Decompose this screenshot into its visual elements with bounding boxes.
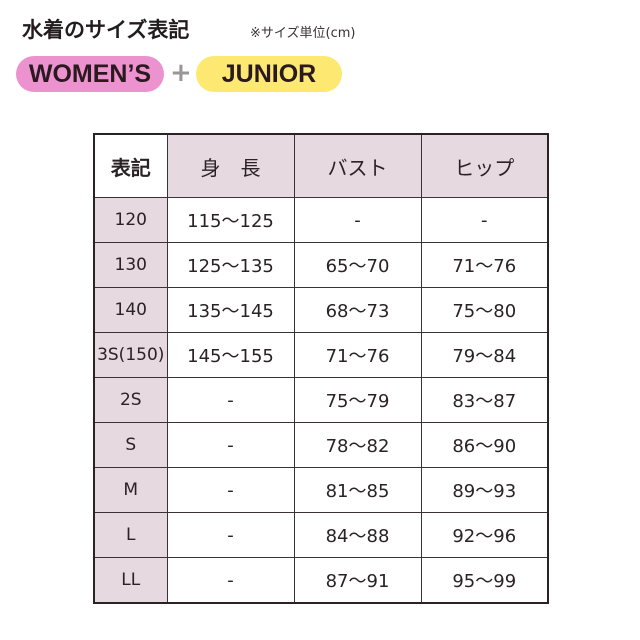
hip-cell: 75～80	[420, 287, 549, 333]
height-cell: -	[166, 557, 295, 604]
hip-cell: 71～76	[420, 242, 549, 288]
height-cell: 115～125	[166, 197, 295, 243]
size-cell: S	[93, 422, 168, 468]
table-row: 120 115～125- -	[93, 197, 549, 243]
hip-cell: 89～93	[420, 467, 549, 513]
height-cell: 145～155	[166, 332, 295, 378]
size-cell: LL	[93, 557, 168, 604]
header-row: 表記 身 長 バスト ヒップ	[93, 133, 549, 198]
height-cell: -	[166, 377, 295, 423]
height-cell: -	[166, 467, 295, 513]
table-row: 3S(150) 145～155 71～76 79～84	[93, 332, 549, 378]
womens-badge: WOMEN’S	[16, 56, 164, 92]
bust-cell: 78～82	[293, 422, 422, 468]
table-row: LL -87～91 95～99	[93, 557, 549, 604]
table-row: S -78～82 86～90	[93, 422, 549, 468]
page-title: 水着のサイズ表記	[22, 18, 190, 42]
bust-cell: 84～88	[293, 512, 422, 558]
height-cell: -	[166, 512, 295, 558]
header-bust: バスト	[293, 133, 422, 198]
bust-cell: 71～76	[293, 332, 422, 378]
table-row: 130 125～135 65～70 71～76	[93, 242, 549, 288]
table-row: 140 135～145 68～73 75～80	[93, 287, 549, 333]
hip-cell: 79～84	[420, 332, 549, 378]
header-hip: ヒップ	[420, 133, 549, 198]
table-row: L -84～88 92～96	[93, 512, 549, 558]
hip-cell: 92～96	[420, 512, 549, 558]
height-cell: 135～145	[166, 287, 295, 333]
size-table: 表記 身 長 バスト ヒップ 120 115～125- -130 125～135 65～…	[93, 133, 549, 604]
size-cell: 140	[93, 287, 168, 333]
bust-cell: 68～73	[293, 287, 422, 333]
size-cell: 3S(150)	[93, 332, 168, 378]
header-height: 身 長	[166, 133, 295, 198]
size-cell: 130	[93, 242, 168, 288]
bust-cell: 75～79	[293, 377, 422, 423]
bust-cell: 87～91	[293, 557, 422, 604]
height-cell: -	[166, 422, 295, 468]
size-cell: L	[93, 512, 168, 558]
table-row: 2S -75～79 83～87	[93, 377, 549, 423]
unit-note: ※サイズ単位(cm)	[250, 26, 356, 41]
plus-sign: +	[170, 58, 192, 88]
hip-cell: 86～90	[420, 422, 549, 468]
header-size-label: 表記	[93, 133, 168, 198]
bust-cell: -	[293, 197, 422, 243]
size-cell: 2S	[93, 377, 168, 423]
size-cell: M	[93, 467, 168, 513]
hip-cell: -	[420, 197, 549, 243]
hip-cell: 95～99	[420, 557, 549, 604]
table-row: M -81～85 89～93	[93, 467, 549, 513]
bust-cell: 81～85	[293, 467, 422, 513]
size-cell: 120	[93, 197, 168, 243]
hip-cell: 83～87	[420, 377, 549, 423]
junior-badge: JUNIOR	[196, 56, 342, 92]
bust-cell: 65～70	[293, 242, 422, 288]
height-cell: 125～135	[166, 242, 295, 288]
